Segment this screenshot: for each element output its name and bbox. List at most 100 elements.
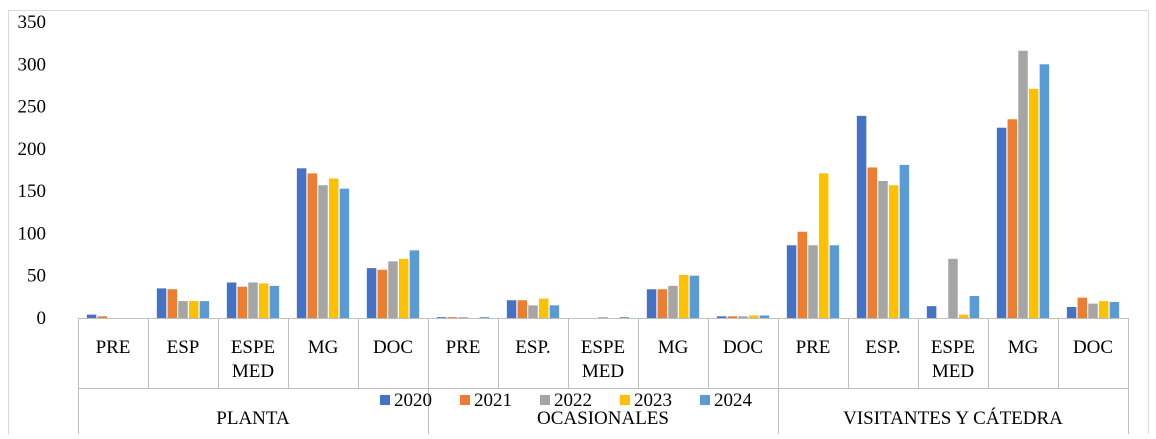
bar-2020 — [86, 314, 97, 318]
bar-2020 — [646, 289, 657, 318]
bar-2021 — [447, 317, 458, 318]
bar-2021 — [727, 316, 738, 318]
bar-2024 — [759, 315, 770, 318]
bar-2024 — [269, 285, 280, 318]
bar-2023 — [888, 185, 899, 318]
bar-2024 — [619, 317, 630, 318]
legend-swatch — [700, 395, 710, 405]
bar-2020 — [1066, 307, 1077, 318]
bar-2020 — [926, 306, 937, 318]
x-tick-label: MG — [308, 337, 339, 358]
legend-label: 2022 — [554, 390, 592, 411]
bar-2022 — [1088, 303, 1098, 318]
x-tick-label: MED — [932, 361, 974, 382]
x-tick-label: PRE — [796, 337, 831, 358]
bar-2024 — [479, 317, 490, 318]
x-tick-label: MED — [582, 361, 624, 382]
group-label: VISITANTES Y CÁTEDRA — [843, 407, 1063, 429]
x-tick-label: PRE — [446, 337, 481, 358]
x-tick-label: MED — [232, 361, 274, 382]
x-tick-label: MG — [658, 337, 689, 358]
bar-2024 — [1039, 64, 1050, 318]
bar-2020 — [436, 317, 447, 318]
bar-2022 — [1018, 50, 1028, 318]
bar-2022 — [458, 317, 468, 318]
bar-2020 — [156, 288, 167, 318]
bar-2022 — [738, 316, 748, 318]
bar-2022 — [388, 261, 398, 318]
y-tick-label: 250 — [18, 97, 47, 118]
bar-2021 — [1077, 297, 1088, 318]
legend-label: 2024 — [714, 390, 753, 411]
bar-2022 — [248, 282, 258, 318]
bar-2022 — [598, 317, 608, 318]
y-tick-label: 0 — [37, 308, 47, 329]
legend-label: 2021 — [474, 390, 512, 411]
bar-2021 — [307, 173, 318, 318]
bar-2021 — [167, 289, 178, 318]
legend-swatch — [620, 395, 630, 405]
bar-2024 — [199, 301, 210, 318]
bar-2024 — [899, 164, 910, 318]
bar-2022 — [808, 245, 818, 318]
bar-2022 — [948, 258, 958, 318]
bar-2023 — [328, 178, 339, 318]
bar-2022 — [878, 180, 888, 318]
x-tick-label: ESPE — [931, 337, 975, 358]
x-tick-label: DOC — [1073, 337, 1113, 358]
bar-2022 — [178, 301, 188, 318]
bar-2020 — [856, 115, 867, 319]
bar-2021 — [97, 316, 108, 318]
bar-2024 — [689, 275, 700, 318]
bar-2024 — [829, 245, 840, 318]
legend-label: 2023 — [634, 390, 672, 411]
bar-2021 — [657, 289, 668, 318]
bar-2023 — [188, 301, 199, 318]
y-tick-label: 300 — [18, 54, 47, 75]
group-label: PLANTA — [216, 408, 290, 429]
legend-swatch — [460, 395, 470, 405]
bar-2021 — [867, 167, 878, 318]
bar-2021 — [797, 231, 808, 318]
y-tick-label: 150 — [18, 181, 47, 202]
y-tick-label: 50 — [27, 266, 46, 287]
x-tick-label: ESP — [167, 337, 200, 358]
bar-2023 — [678, 274, 689, 318]
legend-swatch — [540, 395, 550, 405]
bar-2023 — [1098, 301, 1109, 318]
y-tick-label: 200 — [18, 139, 47, 160]
legend-swatch — [380, 395, 390, 405]
bar-2023 — [748, 315, 759, 318]
bar-2023 — [398, 258, 409, 318]
group-label: OCASIONALES — [537, 408, 669, 429]
bar-2022 — [668, 285, 678, 318]
bar-2024 — [1109, 301, 1120, 318]
x-tick-label: DOC — [373, 337, 413, 358]
bar-2022 — [528, 305, 538, 318]
bar-2023 — [538, 298, 549, 318]
bar-2020 — [996, 127, 1007, 319]
x-tick-label: PRE — [96, 337, 131, 358]
bar-2023 — [1028, 88, 1039, 318]
x-tick-label: ESP. — [515, 337, 550, 358]
bar-2020 — [786, 245, 797, 318]
bar-2021 — [237, 286, 248, 318]
bar-2020 — [226, 282, 237, 318]
bar-2021 — [377, 269, 388, 318]
bar-2024 — [339, 188, 350, 318]
legend-label: 2020 — [394, 390, 432, 411]
bar-2020 — [296, 168, 307, 318]
bar-2023 — [258, 283, 269, 318]
bar-2021 — [517, 300, 528, 318]
x-tick-label: ESP. — [865, 337, 900, 358]
bar-2021 — [1007, 119, 1018, 318]
bar-2024 — [969, 296, 980, 318]
x-tick-label: DOC — [723, 337, 763, 358]
bar-2020 — [716, 316, 727, 318]
bar-2020 — [366, 268, 377, 318]
bar-2020 — [506, 300, 517, 318]
chart-frame — [8, 10, 1149, 439]
x-tick-label: ESPE — [231, 337, 275, 358]
